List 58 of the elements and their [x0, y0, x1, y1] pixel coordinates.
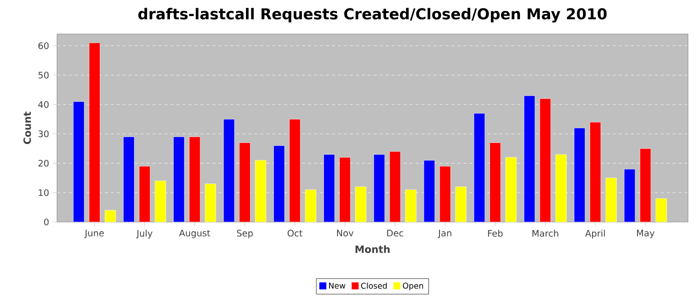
bar	[606, 178, 617, 222]
x-tick-label: April	[585, 230, 605, 238]
x-tick-label: March	[532, 230, 558, 237]
y-tick-label: 30	[38, 130, 49, 138]
bar	[154, 180, 166, 222]
bar	[173, 136, 185, 222]
x-tick-label: Feb	[488, 230, 503, 237]
bar	[490, 142, 501, 222]
x-tick-label: Oct	[288, 230, 302, 237]
bar	[405, 190, 416, 222]
y-axis-title: Count	[23, 112, 31, 144]
x-tick-label: May	[637, 230, 654, 238]
y-tick-label: 10	[38, 189, 49, 196]
bar	[474, 113, 486, 222]
bar	[355, 186, 366, 222]
y-tick-label: 0	[44, 218, 49, 226]
bar	[289, 119, 300, 222]
x-tick-label: Jan	[438, 230, 452, 238]
bar	[624, 168, 636, 222]
bar	[189, 136, 200, 222]
x-tick-label: July	[136, 230, 152, 238]
chart-title: drafts-lastcall Requests Created/Closed/Open May 2010	[138, 8, 607, 22]
bar	[305, 190, 316, 222]
bar	[590, 122, 601, 222]
y-tick-label: 60	[38, 42, 49, 50]
bar	[88, 42, 100, 222]
bar	[656, 198, 667, 222]
bar	[505, 157, 517, 222]
bar	[374, 154, 385, 222]
bar	[123, 136, 134, 222]
x-tick-label: June	[84, 230, 104, 238]
bar	[455, 186, 467, 222]
bar	[204, 184, 216, 222]
bar	[424, 160, 435, 222]
y-tick-label: 50	[38, 72, 49, 79]
bar	[73, 101, 84, 222]
x-tick-label: Dec	[387, 230, 404, 236]
bar	[440, 166, 451, 222]
bar	[254, 160, 266, 222]
bar	[104, 210, 116, 222]
bar	[389, 151, 401, 222]
bar	[324, 154, 335, 222]
bar	[273, 145, 285, 222]
x-axis-title: Month	[356, 245, 390, 253]
x-tick-label: Sep	[236, 230, 253, 238]
y-tick-label: 20	[38, 160, 49, 167]
bar	[524, 96, 536, 222]
bar	[239, 142, 250, 222]
bar	[339, 157, 351, 222]
bar	[139, 166, 150, 222]
x-tick-label: Nov	[337, 230, 354, 236]
y-tick-label: 40	[38, 101, 49, 108]
x-tick-label: August	[179, 230, 210, 238]
bar	[223, 119, 235, 222]
bar	[574, 128, 586, 222]
bar	[555, 154, 567, 222]
bar	[640, 148, 652, 222]
bar	[540, 98, 551, 222]
